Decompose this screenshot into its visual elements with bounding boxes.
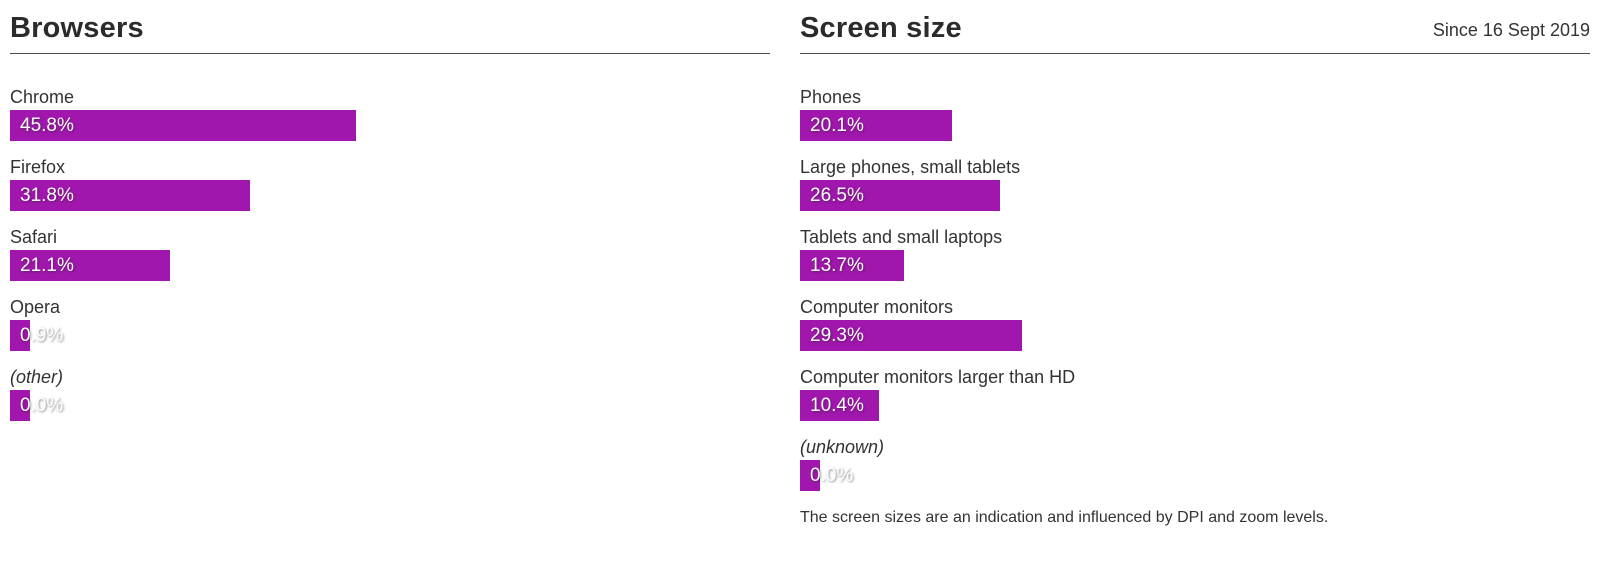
bar-category-label: Computer monitors larger than HD bbox=[800, 367, 1076, 387]
bar-row: Tablets and small laptops 13.7% bbox=[800, 224, 1556, 281]
screen-size-panel-title: Screen size bbox=[800, 12, 962, 44]
browsers-panel: Browsers Chrome 45.8% Firefox 31.8% Safari 21… bbox=[10, 12, 770, 528]
bar-value-label: 21.1% bbox=[20, 254, 74, 276]
screen-size-panel: Screen size Since 16 Sept 2019 Phones 20.… bbox=[800, 12, 1590, 528]
bar-category-label: Large phones, small tablets bbox=[800, 157, 1021, 177]
bar-value-label: 45.8% bbox=[20, 114, 74, 136]
bar-category-label: (unknown) bbox=[800, 437, 885, 457]
bar-row: Computer monitors larger than HD 10.4% bbox=[800, 364, 1556, 421]
bar-row: Firefox 31.8% bbox=[10, 154, 766, 211]
bar-category-label: Safari bbox=[10, 227, 58, 247]
bar-value-label: 13.7% bbox=[810, 254, 864, 276]
bar-row: Safari 21.1% bbox=[10, 224, 766, 281]
bar-category-label: Computer monitors bbox=[800, 297, 954, 317]
bar: 10.4% bbox=[800, 390, 879, 421]
bar-value-label: 0.0% bbox=[810, 464, 854, 486]
bar-category-label: Firefox bbox=[10, 157, 66, 177]
bar: 31.8% bbox=[10, 180, 251, 211]
bar-value-label: 20.1% bbox=[810, 114, 864, 136]
bar-row: Phones 20.1% bbox=[800, 84, 1556, 141]
bar: 0.0% bbox=[10, 390, 63, 421]
bar: 26.5% bbox=[800, 180, 1001, 211]
stats-page: Browsers Chrome 45.8% Firefox 31.8% Safari 21… bbox=[10, 12, 1590, 528]
bar-value-label: 29.3% bbox=[810, 324, 864, 346]
bar: 21.1% bbox=[10, 250, 170, 281]
browsers-panel-title: Browsers bbox=[10, 12, 144, 44]
bar-row: Chrome 45.8% bbox=[10, 84, 766, 141]
bar-row: Computer monitors 29.3% bbox=[800, 294, 1556, 351]
bar-value-label: 0.9% bbox=[20, 324, 64, 346]
screen-size-footnote: The screen sizes are an indication and i… bbox=[800, 509, 1329, 526]
bar-category-label: Chrome bbox=[10, 87, 75, 107]
bar-category-label: Opera bbox=[10, 297, 61, 317]
bar-row: Opera 0.9% bbox=[10, 294, 766, 351]
bar-value-label: 26.5% bbox=[810, 184, 864, 206]
bar-value-label: 0.0% bbox=[20, 394, 64, 416]
bar: 45.8% bbox=[10, 110, 357, 141]
bar: 0.0% bbox=[800, 460, 853, 491]
bar-category-label: Phones bbox=[800, 87, 862, 107]
screen-size-panel-header: Screen size Since 16 Sept 2019 bbox=[800, 12, 1590, 54]
browsers-panel-header: Browsers bbox=[10, 12, 770, 54]
bar-row: (other) 0.0% bbox=[10, 364, 766, 421]
bar-category-label: Tablets and small laptops bbox=[800, 227, 1003, 247]
bar: 0.9% bbox=[10, 320, 63, 351]
bar: 13.7% bbox=[800, 250, 904, 281]
bar-row: (unknown) 0.0% bbox=[800, 434, 1556, 491]
bar-value-label: 31.8% bbox=[20, 184, 74, 206]
bar: 29.3% bbox=[800, 320, 1022, 351]
bar-value-label: 10.4% bbox=[810, 394, 864, 416]
bar-row: Large phones, small tablets 26.5% bbox=[800, 154, 1556, 211]
browsers-bar-list: Chrome 45.8% Firefox 31.8% Safari 21.1% Opera 0… bbox=[10, 84, 766, 421]
screen-size-panel-period: Since 16 Sept 2019 bbox=[1432, 20, 1590, 40]
screen-size-bar-list: Phones 20.1% Large phones, small tablets 26… bbox=[800, 84, 1556, 491]
bar: 20.1% bbox=[800, 110, 952, 141]
bar-category-label: (other) bbox=[10, 367, 64, 387]
